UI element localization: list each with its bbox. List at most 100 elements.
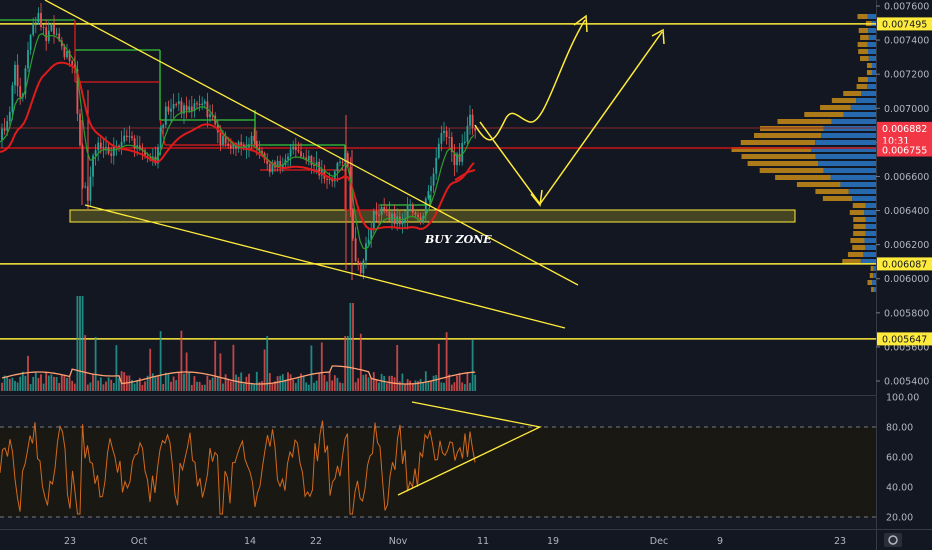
volume-profile-up-bar [866, 70, 872, 75]
candle-body [144, 150, 146, 156]
volume-bar [84, 335, 87, 391]
volume-profile-up-bar [857, 42, 868, 47]
volume-bar [448, 374, 451, 391]
volume-bar [430, 380, 432, 391]
volume-profile-up-bar [867, 280, 873, 285]
candle-body [3, 128, 6, 131]
buy-zone-label: BUY ZONE [424, 233, 492, 246]
candle-body [110, 153, 113, 156]
volume-bar [209, 379, 211, 391]
volume-moving-average [1, 365, 476, 385]
volume-bar [333, 375, 336, 391]
price-badge [877, 332, 932, 346]
volume-profile-down-bar [823, 168, 876, 173]
candle-body [453, 152, 456, 166]
volume-profile-up-bar [852, 203, 866, 208]
volume-bar [409, 380, 412, 391]
volume-profile-up-bar [860, 35, 869, 40]
volume-bar [107, 377, 110, 391]
candle-body [14, 64, 16, 86]
volume-bar [320, 342, 323, 391]
volume-bar [170, 381, 172, 391]
candle-body [362, 260, 365, 274]
rsi-tick-label: 20.00 [886, 513, 913, 524]
price-badge-label: 10:31 [882, 136, 909, 147]
candle-body [68, 51, 71, 61]
volume-bar [258, 382, 261, 391]
volume-bar [307, 384, 310, 391]
candle-body [229, 145, 232, 149]
volume-profile-up-bar [731, 147, 811, 152]
candle-body [37, 12, 40, 23]
volume-bar [45, 371, 48, 391]
volume-profile-up-bar [822, 196, 853, 201]
volume-bar [146, 375, 149, 391]
volume-bar [105, 381, 107, 391]
price-badge-label: 0.005647 [882, 334, 927, 345]
candle-body [167, 106, 170, 112]
volume-bar [110, 379, 113, 391]
candle-body [417, 214, 419, 218]
candle-body [92, 155, 94, 177]
volume-bar [424, 371, 427, 391]
volume-bar [201, 384, 204, 391]
volume-bar [263, 349, 266, 391]
volume-profile-up-bar [820, 105, 851, 110]
volume-bar [453, 382, 456, 391]
volume-profile-down-bar [818, 161, 876, 166]
volume-bar [60, 375, 63, 391]
moving-average-red-tail [454, 169, 476, 181]
price-tick-label: 0.006600 [884, 172, 929, 183]
volume-bar [435, 374, 438, 391]
volume-profile-up-bar [842, 259, 861, 264]
volume-bar [92, 373, 94, 391]
candle-body [159, 127, 162, 148]
volume-profile-down-bar [865, 231, 876, 236]
volume-bar [253, 384, 256, 391]
volume-bar [396, 344, 399, 391]
volume-bar [292, 379, 295, 391]
candle-body [185, 105, 188, 111]
volume-bar [157, 375, 159, 391]
candle-body [346, 153, 349, 167]
volume-profile-up-bar [853, 231, 866, 236]
volume-bar [193, 376, 196, 391]
volume-profile-up-bar [860, 56, 869, 61]
volume-profile-down-bar [815, 154, 876, 159]
volume-profile-down-bar [815, 140, 876, 145]
candle-body [261, 150, 263, 154]
candle-body [255, 140, 258, 149]
volume-bar [141, 384, 144, 391]
candle-body [141, 148, 144, 151]
candle-body [336, 162, 339, 172]
volume-bar [133, 383, 136, 391]
time-tick-label: 23 [64, 536, 76, 547]
volume-profile-down-bar [865, 245, 876, 250]
candle-body [58, 33, 61, 41]
volume-bar [164, 372, 167, 391]
volume-profile-down-bar [864, 238, 876, 243]
volume-bar [8, 378, 11, 391]
volume-profile-down-bar [865, 203, 876, 208]
volume-bar [357, 378, 360, 391]
candle-body [427, 191, 430, 199]
volume-bar [53, 376, 55, 391]
volume-bar [437, 343, 440, 391]
candle-body [94, 150, 97, 156]
candle-body [372, 210, 375, 230]
volume-bar [68, 377, 71, 391]
volume-bar [456, 375, 458, 391]
volume-bar [183, 373, 185, 391]
volume-bar [274, 381, 276, 391]
volume-bar [79, 296, 81, 391]
candle-body [118, 145, 120, 148]
candle-body [354, 238, 357, 262]
volume-profile-down-bar [873, 273, 876, 278]
volume-profile-down-bar [848, 189, 876, 194]
volume-bar [287, 372, 289, 391]
candle-body [437, 143, 440, 158]
volume-profile-up-bar [852, 245, 866, 250]
volume-bar [372, 372, 375, 391]
candle-body [300, 151, 302, 157]
